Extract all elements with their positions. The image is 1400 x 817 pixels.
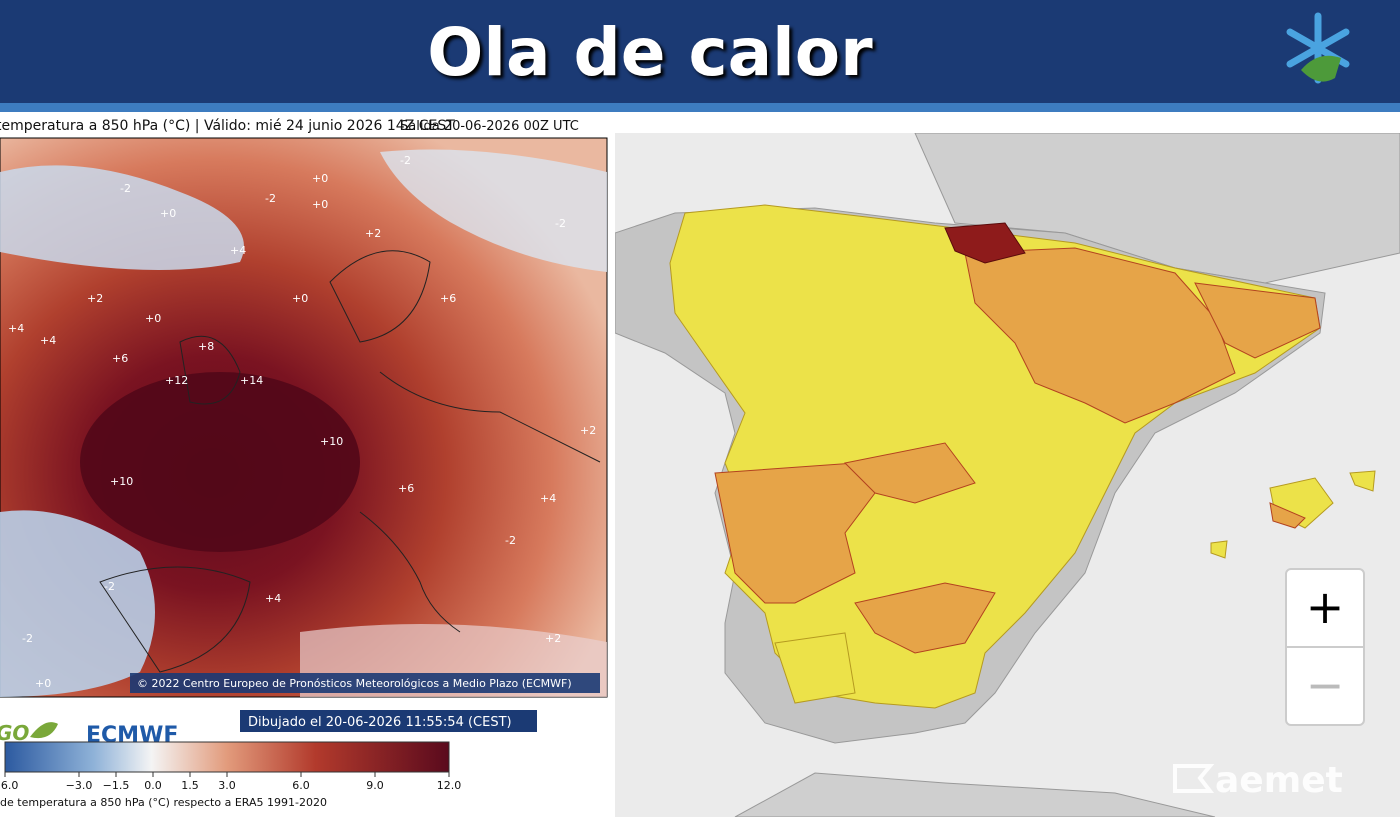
- colorbar-tick-label: 9.0: [366, 779, 384, 792]
- contour-label: +2: [580, 424, 596, 437]
- contour-label: -2: [104, 580, 115, 593]
- contour-label: +6: [440, 292, 456, 305]
- colorbar-tick-label: 12.0: [437, 779, 462, 792]
- aemet-snow-icon: [1286, 12, 1350, 84]
- colorbar-caption: Anomalía de temperatura a 850 hPa (°C) r…: [0, 796, 327, 809]
- contour-label: +10: [110, 475, 133, 488]
- map-title: Anomalía de temperatura a 850 hPa (°C) |…: [0, 118, 455, 134]
- colorbar: [4, 741, 450, 773]
- contour-label: +0: [292, 292, 308, 305]
- contour-label: -2: [265, 192, 276, 205]
- zoom-in[interactable]: +: [1285, 568, 1365, 648]
- contour-label: +0: [312, 198, 328, 211]
- contour-label: -2: [555, 217, 566, 230]
- title: Ola de calor: [427, 14, 873, 91]
- left-panel: -2 -2 +0 -2 +0 -2 +0 +2 +4 +2 +0 +6 +4 +4 +0 +6 +8 +12 +14…: [0, 112, 612, 817]
- colorbar-tick-label: −3.0: [66, 779, 93, 792]
- contour-label: +0: [145, 312, 161, 325]
- colorbar-tick-label: −1.5: [103, 779, 130, 792]
- copyright: © 2022 Centro Europeo de Pronósticos Met…: [137, 677, 572, 690]
- contour-label: +0: [312, 172, 328, 185]
- colorbar-tick-label: 0.0: [144, 779, 162, 792]
- aemet-map: aemet: [615, 133, 1400, 817]
- aemet-logo: aemet: [1215, 760, 1343, 801]
- contour-label: +2: [87, 292, 103, 305]
- zoom-out[interactable]: −: [1285, 646, 1365, 726]
- contour-label: +8: [198, 340, 214, 353]
- run-label: Salida 20-06-2026 00Z UTC: [400, 119, 579, 134]
- contour-label: +6: [112, 352, 128, 365]
- contour-label: +6: [398, 482, 414, 495]
- contour-label: +0: [35, 677, 51, 690]
- contour-label: +2: [545, 632, 561, 645]
- contour-label: +4: [40, 334, 56, 347]
- drawn-label: Dibujado el 20-06-2026 11:55:54 (CEST): [248, 715, 512, 730]
- header: Ola de calor: [0, 0, 1400, 112]
- contour-label: +4: [8, 322, 24, 335]
- contour-label: +4: [230, 244, 246, 257]
- contour-label: +4: [540, 492, 556, 505]
- right-panel: aemet: [615, 133, 1400, 817]
- colorbar-tick-label: 1.5: [181, 779, 199, 792]
- contour-label: -2: [22, 632, 33, 645]
- contour-label: +4: [265, 592, 281, 605]
- ecmwf-map: -2 -2 +0 -2 +0 -2 +0 +2 +4 +2 +0 +6 +4 +4 +0 +6 +8 +12 +14…: [0, 112, 612, 809]
- colorbar-tick-label: 3.0: [218, 779, 236, 792]
- contour-label: +12: [165, 374, 188, 387]
- contour-label: +2: [365, 227, 381, 240]
- contour-label: -2: [505, 534, 516, 547]
- logo-left: GO: [0, 721, 29, 745]
- colorbar-tick-label: −6.0: [0, 779, 18, 792]
- contour-label: +14: [240, 374, 263, 387]
- contour-label: +0: [160, 207, 176, 220]
- contour-label: -2: [400, 154, 411, 167]
- colorbar-tick-label: 6.0: [292, 779, 310, 792]
- contour-label: -2: [120, 182, 131, 195]
- contour-label: +10: [320, 435, 343, 448]
